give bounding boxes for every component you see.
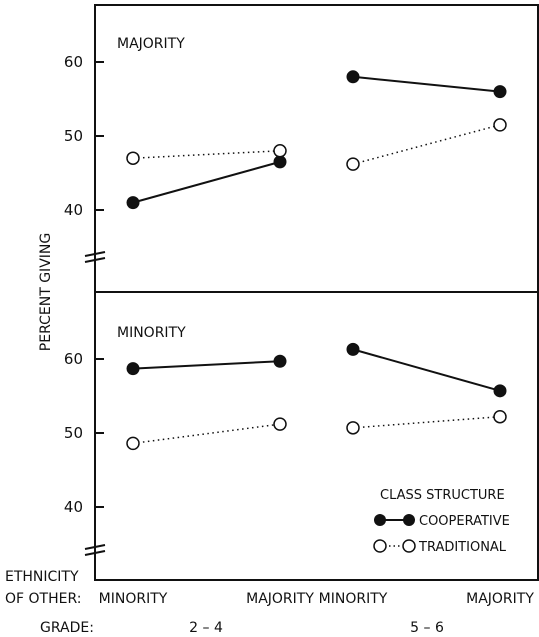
point-top-cooperative-3: [346, 70, 360, 84]
series-line-bottom-traditional-2: [352, 415, 501, 429]
y-ticks-top: 40 50 60: [64, 53, 104, 219]
point-bottom-cooperative-3: [346, 342, 360, 356]
legend-label-traditional: TRADITIONAL: [418, 540, 507, 555]
panel-frame-bottom: [94, 291, 539, 581]
grade-row-label: GRADE:: [40, 620, 94, 636]
y-tick-label-top-40: 40: [64, 201, 83, 219]
point-bottom-traditional-4: [493, 409, 507, 424]
panel-label-minority: MINORITY: [117, 325, 186, 341]
series-line-bottom-traditional-1: [132, 423, 281, 445]
axis-break-top: [84, 251, 106, 263]
y-tick-label-bottom-50: 50: [64, 424, 83, 442]
series-line-bottom-cooperative-1: [132, 360, 281, 370]
series-line-top-traditional-2: [352, 124, 501, 165]
grade-group-label-1: 2 – 4: [189, 620, 223, 636]
category-label-4: MAJORITY: [466, 591, 534, 607]
y-axis-title: PERCENT GIVING: [38, 233, 54, 351]
legend-marker-traditional-b: [402, 539, 416, 553]
y-ticks-bottom: 40 50 60: [64, 350, 104, 516]
point-top-traditional-2: [273, 144, 287, 158]
y-tick-label-top-50: 50: [64, 127, 83, 145]
x-row-label-of-other: OF OTHER:: [5, 591, 81, 607]
point-top-cooperative-1: [126, 196, 140, 210]
point-bottom-cooperative-2: [273, 354, 287, 368]
legend-label-cooperative: COOPERATIVE: [419, 514, 510, 529]
point-top-cooperative-2: [273, 155, 287, 169]
legend-marker-cooperative-a: [374, 514, 386, 526]
grade-group-label-2: 5 – 6: [410, 620, 444, 636]
legend-marker-cooperative-b: [403, 514, 415, 526]
series-line-top-cooperative-1: [132, 160, 281, 204]
series-line-top-cooperative-2: [352, 75, 501, 93]
point-top-cooperative-4: [493, 85, 507, 99]
category-label-1: MINORITY: [99, 591, 168, 607]
point-bottom-traditional-1: [126, 436, 140, 451]
y-tick-label-bottom-40: 40: [64, 498, 83, 516]
legend-marker-traditional-a: [373, 539, 387, 553]
point-top-traditional-1: [126, 151, 140, 165]
series-bottom: [126, 342, 507, 451]
point-bottom-cooperative-4: [493, 384, 507, 398]
series-line-top-traditional-1: [132, 150, 281, 159]
y-tick-label-bottom-60: 60: [64, 350, 83, 368]
series-top: [126, 70, 507, 210]
point-bottom-cooperative-1: [126, 362, 140, 376]
legend-title: CLASS STRUCTURE: [380, 488, 505, 503]
category-label-2: MAJORITY: [246, 591, 314, 607]
category-label-3: MINORITY: [319, 591, 388, 607]
x-row-label-ethnicity: ETHNICITY: [5, 569, 79, 585]
panel-label-majority: MAJORITY: [117, 36, 185, 52]
point-bottom-traditional-2: [273, 417, 287, 431]
legend: CLASS STRUCTURE COOPERATIVE TRADITIONAL: [373, 488, 510, 555]
y-tick-label-top-60: 60: [64, 53, 83, 71]
point-bottom-traditional-3: [346, 421, 360, 435]
point-top-traditional-4: [493, 118, 507, 132]
axis-break-bottom: [84, 544, 106, 556]
series-line-bottom-cooperative-2: [352, 348, 501, 392]
point-top-traditional-3: [346, 157, 360, 171]
